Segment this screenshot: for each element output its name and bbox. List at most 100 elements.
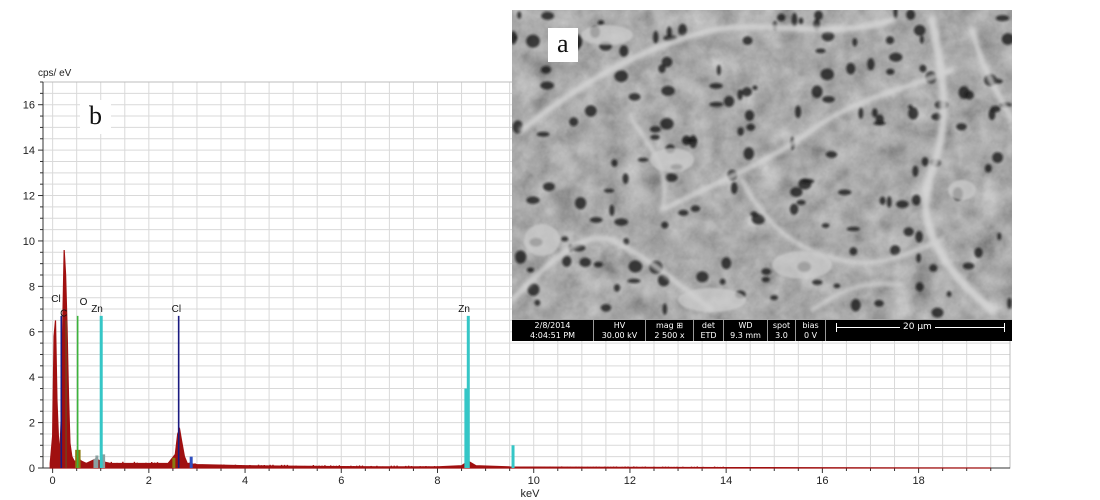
sem-pore <box>911 194 922 206</box>
sem-pore <box>761 276 770 283</box>
sem-pore <box>919 64 927 73</box>
sem-pore <box>562 255 572 267</box>
minor-peak-bar <box>172 457 176 468</box>
sem-pore <box>912 165 919 177</box>
sem-ridges <box>512 16 1012 314</box>
sem-pore <box>603 188 615 193</box>
sem-pore <box>623 238 630 246</box>
sem-pore <box>913 24 926 36</box>
element-line-label: Zn <box>91 304 103 315</box>
y-tick-label: 0 <box>29 463 35 475</box>
sem-pore <box>890 245 901 256</box>
y-tick-label: 10 <box>23 236 35 248</box>
y-tick-label: 8 <box>29 281 35 293</box>
x-axis-label: keV <box>521 488 541 500</box>
sem-pore <box>946 291 952 297</box>
scale-bar-label: 20 µm <box>900 322 935 332</box>
sem-pore <box>526 196 540 205</box>
y-tick-label: 12 <box>23 191 35 203</box>
sem-info-value: ETD <box>700 331 717 340</box>
sem-pore <box>962 262 975 270</box>
sem-pore <box>964 90 974 100</box>
sem-pore <box>628 260 643 273</box>
sem-pore <box>752 85 758 91</box>
sem-pore <box>879 196 886 205</box>
sem-pore <box>666 26 672 37</box>
sem-pore <box>584 105 597 117</box>
sem-pore <box>874 299 884 307</box>
sem-pore <box>540 65 552 74</box>
sem-pore <box>709 101 724 107</box>
sem-pore <box>789 203 799 215</box>
sem-pore <box>637 157 649 162</box>
sem-pore <box>683 137 698 143</box>
sem-info-bar: 2/8/2014 4:04:51 PM HV 30.00 kV mag ⊞ 2 500 x… <box>512 319 1012 341</box>
sem-pore <box>526 34 540 48</box>
sem-pore <box>815 48 826 54</box>
sem-pore <box>974 247 983 258</box>
x-tick-label: 2 <box>146 475 152 487</box>
sem-pore <box>956 123 967 131</box>
sem-pore <box>742 36 753 45</box>
sem-pore <box>746 123 756 131</box>
minor-peak-bar <box>95 455 99 468</box>
minor-peak-bar <box>464 388 468 468</box>
sem-pore <box>821 31 835 42</box>
sem-pore <box>846 226 860 232</box>
sem-pore <box>593 261 603 268</box>
x-tick-label: 6 <box>338 475 344 487</box>
minor-peak-bar <box>75 449 79 468</box>
sem-pore <box>907 104 913 109</box>
sem-pore <box>723 95 735 108</box>
sem-pore <box>1007 297 1012 309</box>
sem-pore <box>512 30 517 45</box>
sem-info-cell: WD 9.3 mm <box>724 320 768 341</box>
sem-info-value: 0 V <box>803 331 818 340</box>
sem-info-header: HV <box>613 321 626 330</box>
sem-pore <box>611 159 618 167</box>
sem-info-header: 2/8/2014 <box>534 321 571 330</box>
element-line <box>60 315 63 468</box>
sem-pore <box>569 117 579 127</box>
sem-pore <box>619 45 629 58</box>
x-tick-label: 8 <box>434 475 440 487</box>
sem-pore <box>995 15 1010 22</box>
sem-pore <box>795 105 802 119</box>
sem-pore <box>984 164 992 173</box>
x-tick-label: 14 <box>720 475 732 487</box>
sem-pore <box>622 173 629 184</box>
sem-info-header: spot <box>772 321 791 330</box>
y-tick-label: 4 <box>29 372 35 384</box>
sem-pore <box>614 218 629 226</box>
sem-pore <box>716 64 721 76</box>
sem-pore <box>822 96 835 103</box>
sem-pore <box>721 257 732 270</box>
sem-info-value: 3.0 <box>775 331 788 340</box>
sem-pore <box>741 87 752 97</box>
minor-peak-bar <box>189 456 193 468</box>
sem-pore <box>649 126 661 133</box>
sem-pore <box>850 298 861 312</box>
x-tick-label: 0 <box>50 475 56 487</box>
sem-pore <box>731 182 738 195</box>
minor-peak-bar <box>511 445 515 468</box>
sem-pore <box>658 64 666 74</box>
sem-pore <box>849 247 858 256</box>
x-tick-label: 18 <box>912 475 924 487</box>
y-tick-label: 6 <box>29 327 35 339</box>
sem-pore <box>709 83 723 89</box>
x-tick-label: 12 <box>624 475 636 487</box>
sem-pore <box>627 278 641 284</box>
minor-peak-bar <box>93 458 97 468</box>
sem-debris <box>524 25 976 312</box>
sem-info-value: 30.00 kV <box>601 331 638 340</box>
sem-pore <box>542 182 555 192</box>
x-tick-label: 10 <box>528 475 540 487</box>
panel-label-a: a <box>548 28 578 62</box>
sem-info-value: 2 500 x <box>654 331 685 340</box>
sem-pore <box>812 279 823 286</box>
sem-pore <box>921 157 929 167</box>
sem-pore <box>574 196 587 210</box>
sem-pore <box>906 10 916 21</box>
